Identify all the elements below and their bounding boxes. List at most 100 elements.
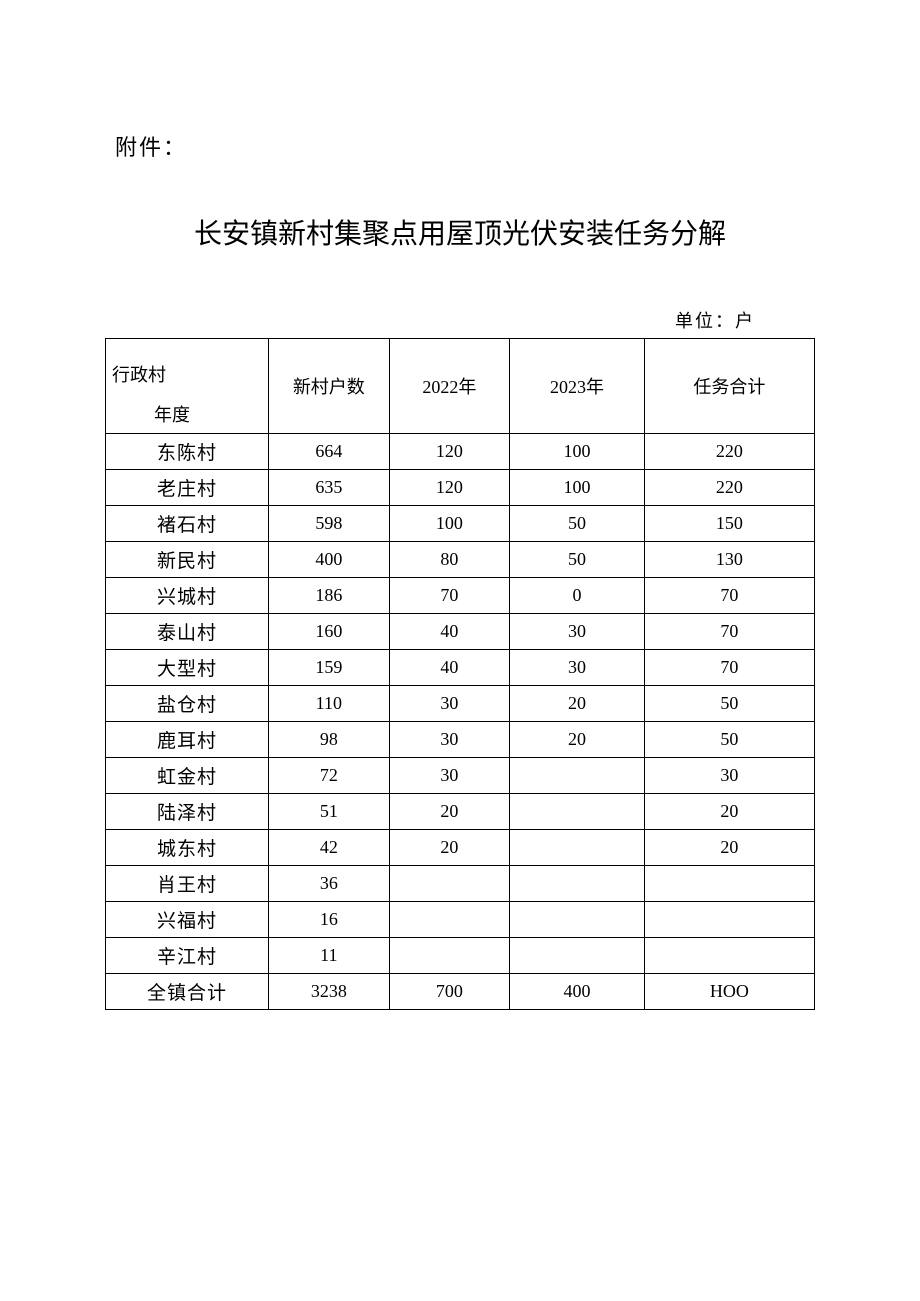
table-header-row: 行政村 年度 新村户数 2022年 2023年 任务合计 bbox=[106, 339, 815, 434]
cell-total bbox=[644, 866, 814, 902]
cell-2023: 100 bbox=[510, 470, 645, 506]
cell-households: 598 bbox=[269, 506, 390, 542]
cell-2023: 400 bbox=[510, 974, 645, 1010]
cell-2022: 30 bbox=[389, 686, 510, 722]
header-village-label: 行政村 bbox=[112, 361, 166, 387]
table-body: 东陈村664120100220老庄村635120100220褚石村5981005… bbox=[106, 434, 815, 1010]
header-total: 任务合计 bbox=[644, 339, 814, 434]
cell-2023: 100 bbox=[510, 434, 645, 470]
cell-2023: 30 bbox=[510, 650, 645, 686]
cell-village: 陆泽村 bbox=[106, 794, 269, 830]
cell-2023 bbox=[510, 866, 645, 902]
cell-households: 11 bbox=[269, 938, 390, 974]
cell-total: 50 bbox=[644, 722, 814, 758]
cell-households: 42 bbox=[269, 830, 390, 866]
cell-total: 130 bbox=[644, 542, 814, 578]
cell-2023: 20 bbox=[510, 686, 645, 722]
cell-village: 盐仓村 bbox=[106, 686, 269, 722]
cell-2023 bbox=[510, 938, 645, 974]
cell-2022: 30 bbox=[389, 722, 510, 758]
page-container: 附件： 长安镇新村集聚点用屋顶光伏安装任务分解 单位：户 行政村 年度 新村户数… bbox=[0, 0, 920, 1010]
cell-total: 20 bbox=[644, 830, 814, 866]
cell-households: 72 bbox=[269, 758, 390, 794]
table-row: 虹金村723030 bbox=[106, 758, 815, 794]
table-row: 老庄村635120100220 bbox=[106, 470, 815, 506]
header-2023: 2023年 bbox=[510, 339, 645, 434]
table-row: 大型村159403070 bbox=[106, 650, 815, 686]
cell-2022: 120 bbox=[389, 434, 510, 470]
cell-total: HOO bbox=[644, 974, 814, 1010]
task-breakdown-table: 行政村 年度 新村户数 2022年 2023年 任务合计 东陈村66412010… bbox=[105, 338, 815, 1010]
cell-2023: 30 bbox=[510, 614, 645, 650]
cell-total: 30 bbox=[644, 758, 814, 794]
table-row: 全镇合计3238700400HOO bbox=[106, 974, 815, 1010]
cell-2023: 50 bbox=[510, 542, 645, 578]
cell-households: 51 bbox=[269, 794, 390, 830]
attachment-label: 附件： bbox=[105, 130, 815, 162]
cell-2022: 80 bbox=[389, 542, 510, 578]
cell-total: 20 bbox=[644, 794, 814, 830]
cell-total: 70 bbox=[644, 614, 814, 650]
cell-households: 400 bbox=[269, 542, 390, 578]
cell-households: 635 bbox=[269, 470, 390, 506]
cell-village: 虹金村 bbox=[106, 758, 269, 794]
cell-2022: 40 bbox=[389, 650, 510, 686]
cell-2023 bbox=[510, 794, 645, 830]
header-village-year: 行政村 年度 bbox=[106, 339, 269, 434]
cell-total bbox=[644, 902, 814, 938]
table-row: 新民村4008050130 bbox=[106, 542, 815, 578]
cell-total: 50 bbox=[644, 686, 814, 722]
cell-2022: 120 bbox=[389, 470, 510, 506]
cell-households: 110 bbox=[269, 686, 390, 722]
table-row: 鹿耳村98302050 bbox=[106, 722, 815, 758]
header-2022: 2022年 bbox=[389, 339, 510, 434]
cell-total: 150 bbox=[644, 506, 814, 542]
unit-label: 单位：户 bbox=[105, 307, 815, 333]
cell-village: 兴福村 bbox=[106, 902, 269, 938]
cell-total: 70 bbox=[644, 578, 814, 614]
cell-village: 城东村 bbox=[106, 830, 269, 866]
document-title: 长安镇新村集聚点用屋顶光伏安装任务分解 bbox=[105, 212, 815, 252]
cell-village: 肖王村 bbox=[106, 866, 269, 902]
cell-2022: 20 bbox=[389, 794, 510, 830]
cell-total: 220 bbox=[644, 470, 814, 506]
table-row: 兴城村18670070 bbox=[106, 578, 815, 614]
cell-2022: 70 bbox=[389, 578, 510, 614]
cell-2022 bbox=[389, 902, 510, 938]
table-row: 城东村422020 bbox=[106, 830, 815, 866]
cell-2022 bbox=[389, 866, 510, 902]
cell-2023 bbox=[510, 830, 645, 866]
table-row: 辛江村11 bbox=[106, 938, 815, 974]
cell-2023: 50 bbox=[510, 506, 645, 542]
cell-2023 bbox=[510, 902, 645, 938]
cell-households: 3238 bbox=[269, 974, 390, 1010]
cell-total: 220 bbox=[644, 434, 814, 470]
cell-village: 大型村 bbox=[106, 650, 269, 686]
cell-2022: 700 bbox=[389, 974, 510, 1010]
cell-2023: 0 bbox=[510, 578, 645, 614]
table-row: 肖王村36 bbox=[106, 866, 815, 902]
header-year-label: 年度 bbox=[154, 401, 190, 427]
table-row: 陆泽村512020 bbox=[106, 794, 815, 830]
cell-2022: 30 bbox=[389, 758, 510, 794]
cell-households: 98 bbox=[269, 722, 390, 758]
table-row: 盐仓村110302050 bbox=[106, 686, 815, 722]
cell-village: 辛江村 bbox=[106, 938, 269, 974]
table-row: 东陈村664120100220 bbox=[106, 434, 815, 470]
cell-village: 全镇合计 bbox=[106, 974, 269, 1010]
cell-households: 160 bbox=[269, 614, 390, 650]
cell-2022 bbox=[389, 938, 510, 974]
cell-households: 159 bbox=[269, 650, 390, 686]
cell-2022: 100 bbox=[389, 506, 510, 542]
header-households: 新村户数 bbox=[269, 339, 390, 434]
table-row: 泰山村160403070 bbox=[106, 614, 815, 650]
cell-households: 186 bbox=[269, 578, 390, 614]
cell-total bbox=[644, 938, 814, 974]
cell-2022: 40 bbox=[389, 614, 510, 650]
cell-village: 鹿耳村 bbox=[106, 722, 269, 758]
cell-village: 兴城村 bbox=[106, 578, 269, 614]
cell-2023: 20 bbox=[510, 722, 645, 758]
cell-village: 褚石村 bbox=[106, 506, 269, 542]
cell-households: 16 bbox=[269, 902, 390, 938]
cell-2022: 20 bbox=[389, 830, 510, 866]
